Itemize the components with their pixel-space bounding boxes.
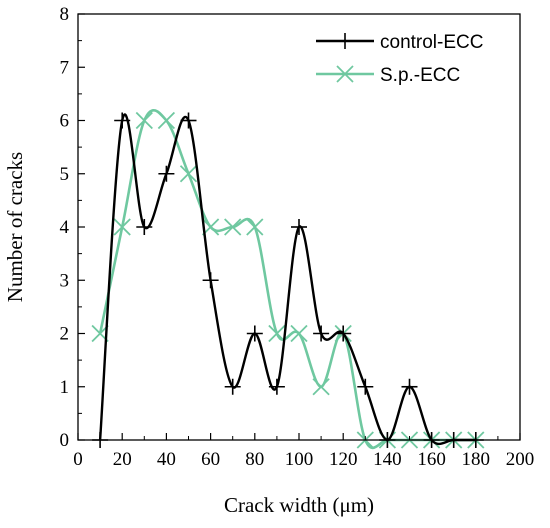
data-point — [135, 111, 153, 130]
data-point — [157, 111, 176, 130]
x-tick-label: 120 — [329, 449, 358, 470]
legend-label: S.p.-ECC — [380, 65, 460, 86]
x-axis: 0 20 40 60 80 100 120 140 160 180 200 — [73, 433, 534, 470]
data-point — [268, 324, 286, 343]
data-point — [158, 165, 175, 182]
y-tick-label: 7 — [60, 57, 70, 78]
data-point — [224, 218, 242, 236]
y-tick-label: 0 — [60, 430, 70, 451]
x-tick-label: 20 — [113, 449, 132, 470]
legend-marker — [337, 33, 353, 49]
data-point — [268, 378, 285, 395]
y-tick-label: 2 — [60, 324, 70, 345]
y-axis-title: Number of cracks — [3, 152, 27, 302]
legend-marker — [336, 65, 354, 83]
data-point — [179, 165, 198, 183]
data-point — [114, 112, 131, 129]
data-point — [291, 219, 307, 235]
data-point — [202, 272, 219, 289]
series-line-sp-ecc — [98, 109, 476, 450]
legend-label: control-ECC — [380, 32, 483, 53]
y-axis: 0 1 2 3 4 5 6 7 8 — [60, 4, 85, 451]
data-point — [136, 219, 153, 235]
data-point — [180, 112, 197, 129]
data-point — [246, 218, 264, 236]
y-tick-label: 1 — [60, 377, 70, 398]
x-tick-label: 200 — [506, 449, 535, 470]
x-axis-title: Crack width (μm) — [224, 493, 374, 517]
x-tick-label: 80 — [245, 449, 264, 470]
x-tick-label: 40 — [157, 449, 176, 470]
data-point — [312, 378, 330, 396]
series-line-control-ecc — [98, 113, 476, 446]
legend: control-ECC S.p.-ECC — [316, 32, 483, 86]
plot-area — [91, 109, 485, 450]
y-tick-label: 6 — [60, 111, 70, 132]
x-tick-label: 160 — [417, 449, 446, 470]
y-tick-label: 4 — [60, 217, 70, 238]
data-point — [224, 378, 241, 395]
x-tick-label: 60 — [201, 449, 220, 470]
x-tick-label: 180 — [462, 449, 491, 470]
data-point — [313, 325, 330, 342]
x-tick-label: 0 — [73, 449, 83, 470]
x-tick-label: 100 — [285, 449, 314, 470]
data-point — [246, 325, 263, 342]
y-tick-label: 8 — [60, 4, 70, 25]
data-point — [113, 218, 131, 236]
data-point — [357, 378, 374, 395]
data-point — [290, 324, 308, 343]
data-point — [401, 378, 418, 395]
data-point — [335, 325, 352, 342]
x-tick-label: 140 — [373, 449, 402, 470]
y-tick-label: 5 — [60, 164, 70, 185]
y-tick-label: 3 — [60, 270, 70, 291]
